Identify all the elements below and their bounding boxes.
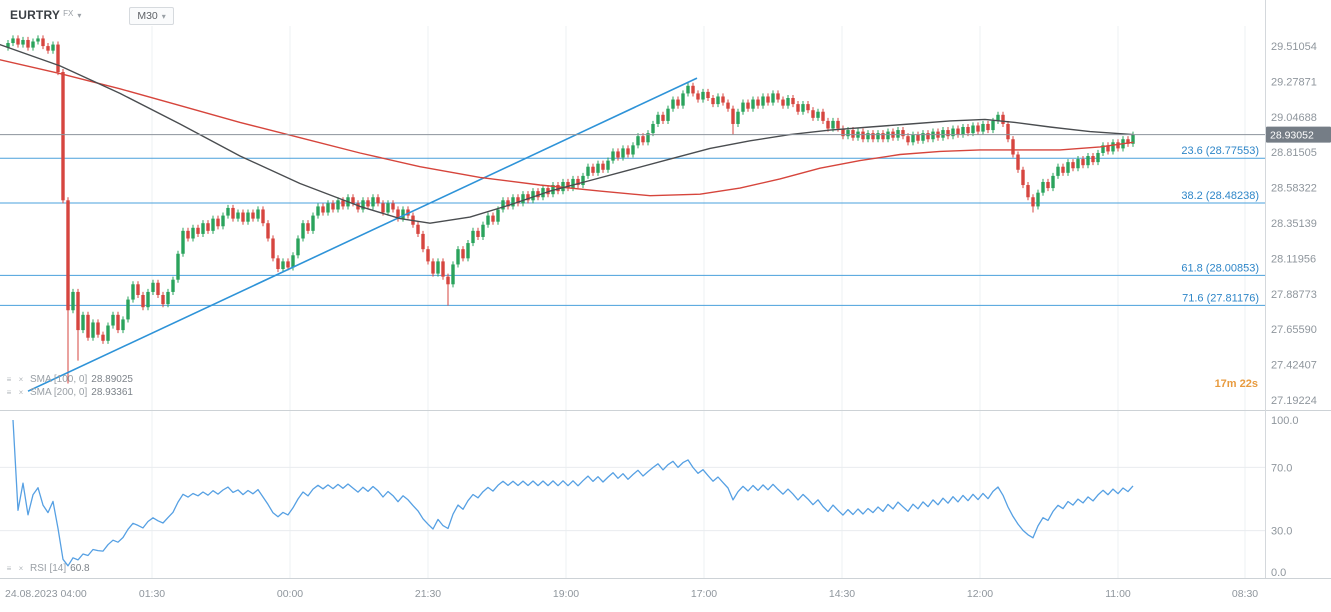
indicator-legend-row-sma200: ≡ × SMA [200, 0] 28.93361 [4, 386, 133, 399]
svg-text:28.11956: 28.11956 [1271, 253, 1316, 265]
svg-text:61.8 (28.00853): 61.8 (28.00853) [1181, 262, 1259, 274]
svg-text:28.81505: 28.81505 [1271, 147, 1317, 159]
svg-text:29.27871: 29.27871 [1271, 76, 1317, 88]
svg-text:01:30: 01:30 [139, 588, 165, 600]
svg-text:17:00: 17:00 [691, 588, 717, 600]
sma-100-line [0, 59, 1134, 197]
timeframe-label: M30 [137, 10, 158, 22]
indicator-settings-icon[interactable]: ≡ [6, 388, 12, 397]
svg-text:29.51054: 29.51054 [1271, 41, 1317, 53]
svg-text:27.42407: 27.42407 [1271, 360, 1317, 372]
indicator-value: 28.93361 [91, 387, 133, 398]
indicator-settings-icon[interactable]: ≡ [6, 564, 12, 573]
trendline[interactable] [27, 77, 698, 392]
sma-200-line [0, 43, 1134, 224]
indicator-remove-icon[interactable]: × [18, 564, 24, 573]
indicator-label: SMA [200, 0] [30, 387, 88, 398]
candle-countdown: 17m 22s [1214, 378, 1258, 390]
svg-text:19:00: 19:00 [553, 588, 579, 600]
svg-text:24.08.2023 04:00: 24.08.2023 04:00 [5, 588, 87, 600]
svg-text:28.35139: 28.35139 [1271, 218, 1317, 230]
timeframe-selector[interactable]: M30 ▾ [129, 7, 174, 25]
fib-retracement-lines[interactable] [0, 157, 1265, 306]
time-gridlines [151, 26, 1246, 578]
fib-labels: 23.6 (28.77553) 38.2 (28.48238) 61.8 (28.0… [1181, 145, 1259, 304]
indicator-legend-row-sma100: ≡ × SMA [100, 0] 28.89025 [4, 373, 133, 386]
indicator-label: SMA [100, 0] [30, 374, 88, 385]
indicator-value: 60.8 [70, 563, 90, 574]
pane-dividers [0, 0, 1331, 579]
svg-text:28.58322: 28.58322 [1271, 183, 1317, 195]
symbol-market-tag: FX [63, 9, 74, 18]
svg-text:70.0: 70.0 [1271, 462, 1292, 474]
price-axis[interactable]: 29.51054 29.27871 29.04688 28.81505 28.58322… [1271, 41, 1317, 579]
current-price-badge [1266, 126, 1331, 143]
indicator-settings-icon[interactable]: ≡ [6, 375, 12, 384]
indicator-value: 28.89025 [91, 374, 133, 385]
svg-text:23.6 (28.77553): 23.6 (28.77553) [1181, 145, 1259, 157]
svg-text:29.04688: 29.04688 [1271, 112, 1317, 124]
chevron-down-icon: ▾ [161, 12, 166, 21]
svg-text:14:30: 14:30 [829, 588, 855, 600]
svg-text:00:00: 00:00 [277, 588, 303, 600]
svg-text:27.19224: 27.19224 [1271, 395, 1317, 407]
oscillator-legend: ≡ × RSI [14] 60.8 [4, 562, 90, 575]
time-axis[interactable]: 24.08.2023 04:00 01:30 00:00 21:30 19:00 17:0… [5, 588, 1258, 600]
symbol-name: EURTRY [10, 8, 61, 22]
chart-toolbar: EURTRY FX ▾ M30 ▾ [8, 7, 174, 25]
svg-text:27.88773: 27.88773 [1271, 289, 1317, 301]
indicator-remove-icon[interactable]: × [18, 388, 24, 397]
svg-text:11:00: 11:00 [1105, 588, 1131, 600]
rsi-indicator [0, 419, 1265, 567]
svg-text:100.0: 100.0 [1271, 415, 1299, 427]
current-price-line: 28.93052 [0, 126, 1331, 143]
indicator-remove-icon[interactable]: × [18, 375, 24, 384]
chevron-down-icon: ▾ [77, 11, 82, 20]
svg-text:28.93052: 28.93052 [1270, 130, 1314, 142]
indicator-label: RSI [14] [30, 563, 67, 574]
svg-text:21:30: 21:30 [415, 588, 441, 600]
symbol-selector[interactable]: EURTRY FX ▾ [8, 7, 84, 23]
indicator-legend-row-rsi: ≡ × RSI [14] 60.8 [4, 562, 90, 575]
svg-text:08:30: 08:30 [1232, 588, 1258, 600]
svg-text:30.0: 30.0 [1271, 526, 1292, 538]
svg-text:71.6 (27.81176): 71.6 (27.81176) [1182, 292, 1259, 304]
svg-text:12:00: 12:00 [967, 588, 993, 600]
svg-text:0.0: 0.0 [1271, 567, 1286, 579]
candlestick-series [6, 35, 1135, 384]
svg-text:38.2 (28.48238): 38.2 (28.48238) [1181, 190, 1259, 202]
indicator-legend: ≡ × SMA [100, 0] 28.89025 ≡ × SMA [200, … [4, 373, 133, 399]
svg-text:27.65590: 27.65590 [1271, 324, 1317, 336]
